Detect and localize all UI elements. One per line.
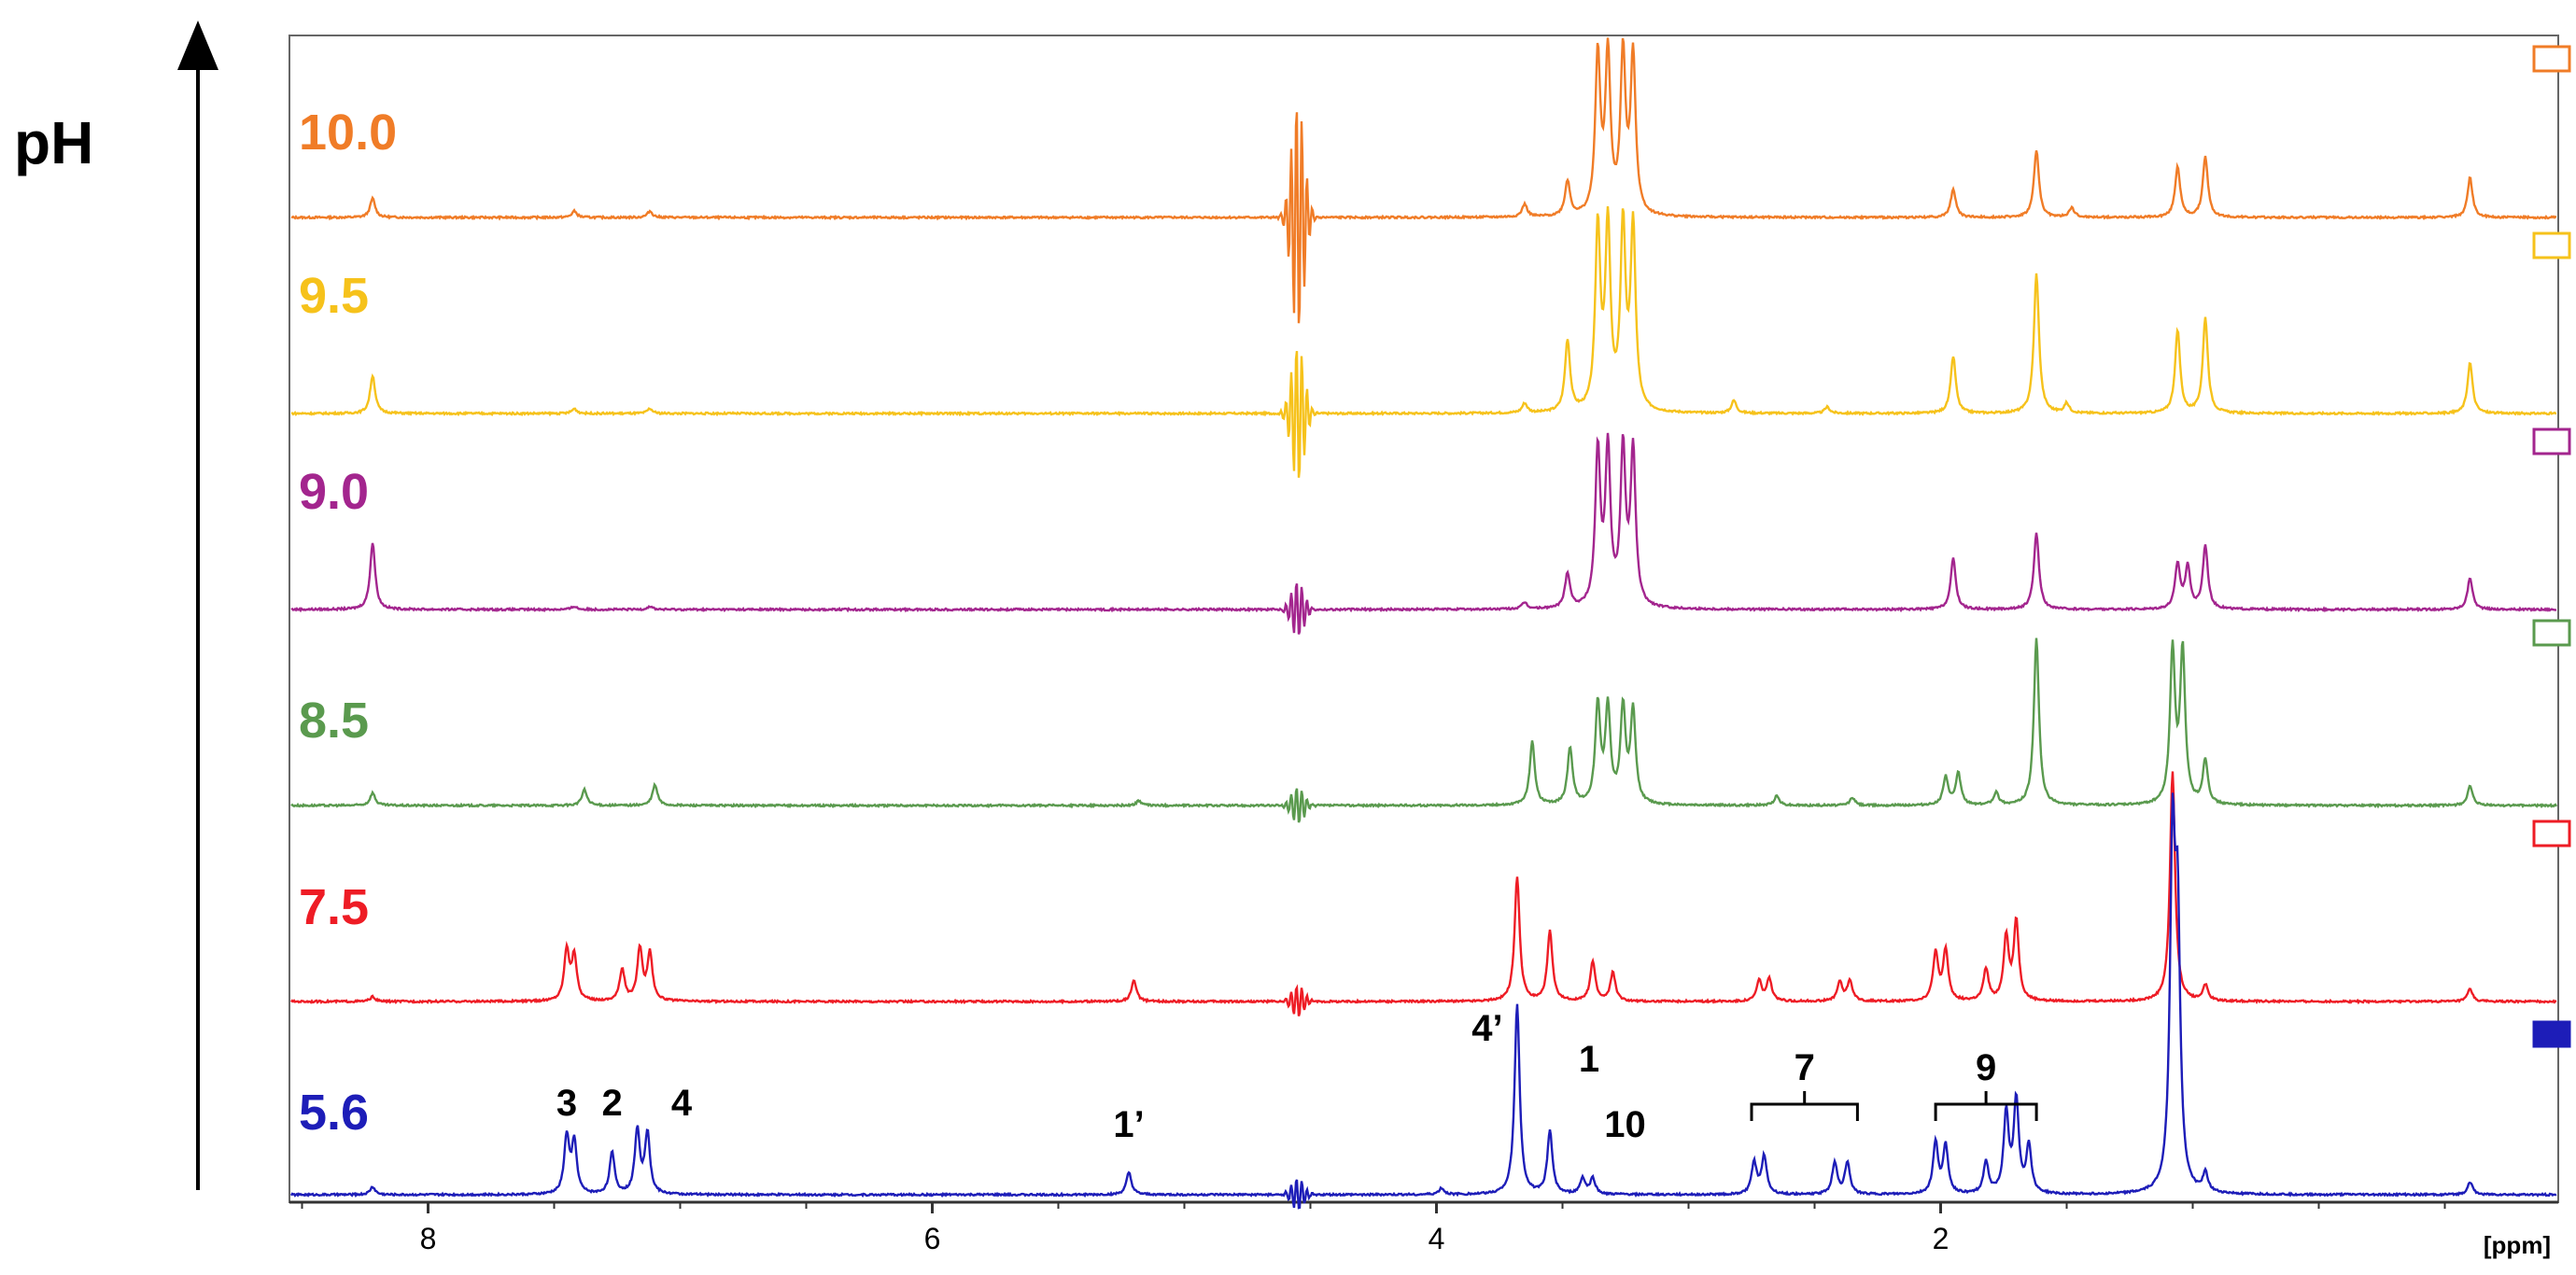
peak-annotation-label: 1’: [1113, 1104, 1144, 1145]
plot-frame: [289, 35, 2559, 1203]
peak-annotation-label: 4: [671, 1083, 693, 1124]
peak-annotation-label: 7: [1795, 1047, 1815, 1088]
x-axis: [ppm] 8 6 4 2: [289, 1200, 2558, 1259]
peak-annotation-label: 4’: [1471, 1008, 1502, 1049]
x-tick-label: 2: [1933, 1222, 1950, 1255]
peak-annotations: 3 2 4 1’ 4’ 110 7 9: [556, 1008, 2038, 1145]
peak-annotation-label: 9: [1976, 1047, 1996, 1088]
series-label-10-0: 10.0: [299, 105, 397, 161]
peak-annotation-label: 3: [556, 1083, 577, 1124]
spectrum-line-10-0: [290, 37, 2557, 324]
annotation-bracket: [1934, 1102, 2038, 1121]
spectrum-line-9-5: [290, 206, 2556, 478]
series-label-9-0: 9.0: [299, 464, 369, 520]
series-legend-box: [2532, 231, 2571, 259]
spectrum-line-9-0: [290, 432, 2557, 635]
legend-boxes: [2532, 45, 2571, 1048]
series-legend-box: [2532, 619, 2571, 647]
peak-annotation-label: 2: [601, 1083, 622, 1124]
annotation-bracket: [1750, 1102, 1859, 1121]
series-legend-box: [2532, 45, 2571, 73]
series-legend-box: [2532, 427, 2571, 455]
series-legend-box: [2532, 1020, 2571, 1048]
ph-axis-arrow-head: [177, 21, 218, 70]
series-labels: 10.0 9.5 9.0 8.5 7.5 5.6: [299, 105, 397, 1141]
x-tick-label: 6: [924, 1222, 941, 1255]
x-tick-label: 8: [420, 1222, 437, 1255]
x-tick-label: 4: [1429, 1222, 1445, 1255]
series-legend-box: [2532, 820, 2571, 848]
spectrum-line-7-5: [290, 771, 2557, 1016]
peak-annotation-label: 1: [1579, 1039, 1599, 1080]
series-label-8-5: 8.5: [299, 693, 369, 749]
peak-annotation-label: 10: [1604, 1104, 1646, 1145]
series-label-7-5: 7.5: [299, 879, 369, 935]
ph-axis-label: pH: [14, 109, 93, 176]
ph-axis: pH: [14, 21, 218, 1190]
spectrum-line-8-5: [290, 638, 2558, 823]
series-label-9-5: 9.5: [299, 268, 369, 324]
x-axis-unit-label: [ppm]: [2484, 1231, 2551, 1259]
spectrum-line-5-6: [289, 792, 2557, 1210]
series-label-5-6: 5.6: [299, 1085, 369, 1141]
spectra-group: [289, 37, 2558, 1210]
